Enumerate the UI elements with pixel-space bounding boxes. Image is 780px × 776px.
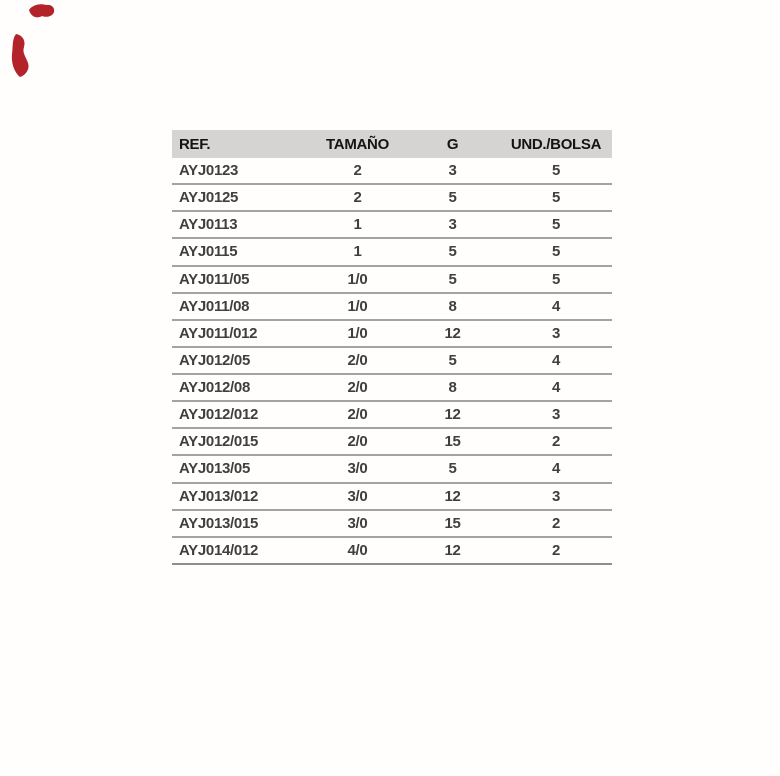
- cell-und_bolsa: 2: [551, 541, 561, 559]
- table-row: AYJ011/012 1/0 12 3: [172, 321, 612, 348]
- table-row: AYJ011/08 1/0 8 4: [172, 294, 612, 321]
- cell-tamano: 3/0: [347, 514, 368, 532]
- table-row: AYJ011/05 1/0 5 5: [172, 267, 612, 294]
- cell-ref: AYJ012/08: [179, 379, 250, 397]
- table-row: AYJ012/015 2/0 15 2: [172, 429, 612, 457]
- table-row: AYJ014/012 4/0 12 2: [172, 538, 612, 565]
- cell-tamano: 2/0: [347, 351, 368, 369]
- cell-g: 12: [444, 324, 461, 342]
- cell-und_bolsa: 3: [551, 324, 561, 342]
- cell-und_bolsa: 3: [551, 487, 561, 505]
- table-row: AYJ0125 2 5 5: [172, 185, 612, 213]
- cell-g: 12: [444, 541, 461, 559]
- cell-und_bolsa: 4: [551, 460, 561, 478]
- cell-g: 5: [448, 270, 457, 288]
- cell-g: 12: [444, 406, 461, 424]
- cell-ref: AYJ0125: [179, 189, 239, 207]
- table-row: AYJ012/012 2/0 12 3: [172, 402, 612, 430]
- cell-g: 8: [448, 297, 457, 315]
- column-header-und-bolsa: UND./BOLSA: [510, 135, 602, 153]
- table-row: AYJ0115 1 5 5: [172, 239, 612, 267]
- table-row: AYJ012/08 2/0 8 4: [172, 375, 612, 403]
- table-header-row: REF. TAMAÑO G UND./BOLSA: [172, 130, 612, 158]
- cell-tamano: 2/0: [347, 406, 368, 424]
- table-row: AYJ0113 1 3 5: [172, 212, 612, 240]
- cell-tamano: 1/0: [347, 324, 368, 342]
- cell-ref: AYJ0115: [179, 243, 238, 261]
- cell-tamano: 1/0: [347, 297, 368, 315]
- cell-g: 5: [448, 243, 457, 261]
- cell-tamano: 1/0: [347, 270, 368, 288]
- cell-ref: AYJ0123: [179, 162, 239, 180]
- cell-tamano: 2: [353, 189, 362, 207]
- cell-ref: AYJ011/08: [179, 297, 250, 315]
- cell-und_bolsa: 4: [551, 297, 561, 315]
- column-header-g: G: [446, 135, 459, 153]
- table-row: AYJ0123 2 3 5: [172, 158, 612, 186]
- cell-und_bolsa: 4: [551, 351, 561, 369]
- cell-und_bolsa: 5: [551, 216, 561, 234]
- table-row: AYJ013/015 3/0 15 2: [172, 511, 612, 538]
- cell-tamano: 3/0: [347, 487, 368, 505]
- cell-tamano: 2/0: [347, 433, 368, 451]
- cell-g: 5: [448, 351, 457, 369]
- cell-ref: AYJ012/012: [179, 406, 259, 424]
- cell-ref: AYJ013/012: [179, 487, 259, 505]
- cell-tamano: 1: [353, 243, 362, 261]
- cell-und_bolsa: 2: [551, 433, 561, 451]
- cell-und_bolsa: 5: [551, 243, 561, 261]
- cell-ref: AYJ013/05: [179, 460, 250, 478]
- cell-ref: AYJ012/05: [179, 351, 250, 369]
- cell-g: 5: [448, 189, 457, 207]
- cell-g: 12: [444, 487, 461, 505]
- cell-g: 5: [448, 460, 457, 478]
- cell-ref: AYJ0113: [179, 216, 238, 234]
- product-spec-table: REF. TAMAÑO G UND./BOLSA AYJ0123 2 3 5 AYJ01…: [172, 130, 612, 565]
- cell-und_bolsa: 2: [551, 514, 561, 532]
- cell-tamano: 4/0: [347, 541, 368, 559]
- cell-und_bolsa: 5: [551, 189, 561, 207]
- cell-ref: AYJ012/015: [179, 433, 259, 451]
- cell-g: 3: [448, 216, 457, 234]
- cell-ref: AYJ013/015: [179, 514, 259, 532]
- cell-und_bolsa: 5: [551, 270, 561, 288]
- cell-ref: AYJ011/012: [179, 324, 258, 342]
- cell-g: 15: [444, 433, 461, 451]
- red-logo-fragment-icon: [11, 4, 55, 77]
- cell-ref: AYJ014/012: [179, 541, 259, 559]
- cell-tamano: 2/0: [347, 379, 368, 397]
- column-header-ref: REF.: [179, 135, 211, 153]
- cell-und_bolsa: 3: [551, 406, 561, 424]
- cell-g: 8: [448, 379, 457, 397]
- cell-tamano: 1: [353, 216, 362, 234]
- column-header-tamano: TAMAÑO: [326, 135, 389, 153]
- cell-tamano: 2: [353, 162, 362, 180]
- cell-g: 15: [444, 514, 461, 532]
- cell-und_bolsa: 5: [551, 162, 561, 180]
- cell-g: 3: [448, 162, 457, 180]
- table-row: AYJ013/05 3/0 5 4: [172, 456, 612, 484]
- table-body: AYJ0123 2 3 5 AYJ0125 2 5 5 AYJ0113 1 3 5 AYJ0115 1 5 5…: [172, 158, 612, 565]
- cell-tamano: 3/0: [347, 460, 368, 478]
- cell-ref: AYJ011/05: [179, 270, 250, 288]
- cell-und_bolsa: 4: [551, 379, 561, 397]
- table-row: AYJ012/05 2/0 5 4: [172, 348, 612, 375]
- table-row: AYJ013/012 3/0 12 3: [172, 484, 612, 511]
